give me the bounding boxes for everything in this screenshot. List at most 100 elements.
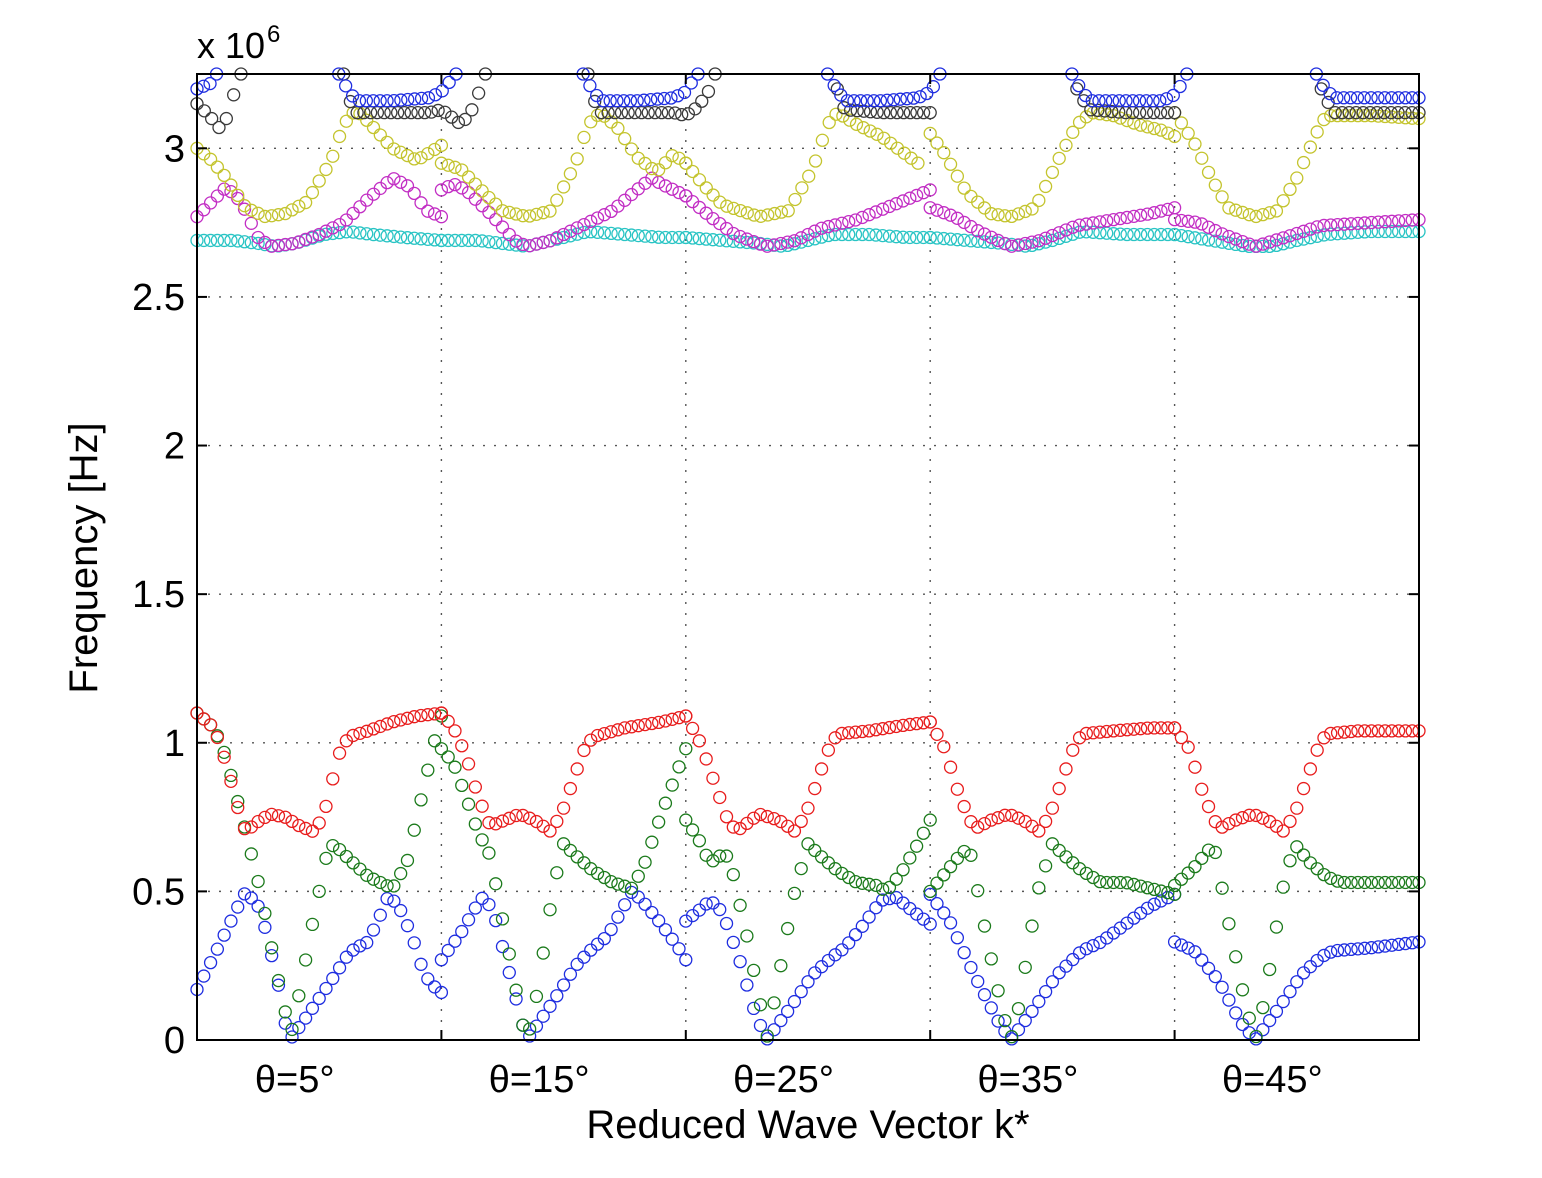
data-point [876,882,890,896]
data-point [903,105,917,120]
data-point [360,724,374,738]
data-point [896,718,910,733]
data-point [1174,228,1189,243]
data-point [1405,224,1419,239]
data-point [285,1030,299,1044]
data-point [964,848,978,862]
data-point [332,746,347,760]
data-point [1072,78,1086,93]
data-point [1005,808,1019,823]
data-point [1391,105,1405,120]
data-point [502,227,516,242]
data-point [1113,921,1127,935]
data-point [896,863,910,877]
data-point [597,226,611,240]
data-point [536,819,550,833]
data-point [1242,237,1256,251]
data-point [957,181,971,195]
data-point [353,226,367,240]
data-point [251,206,265,220]
data-point [638,156,652,171]
data-point [971,974,985,989]
data-point [648,105,662,120]
data-point [1296,781,1311,796]
data-point [1093,935,1107,950]
data-point [1384,91,1399,105]
data-point [1038,179,1053,194]
data-point [923,105,937,120]
data-point [998,808,1012,822]
data-point [516,808,530,823]
data-point [658,714,673,728]
data-point [224,914,238,928]
data-point [740,929,754,943]
data-point [1208,234,1222,248]
data-point [1093,215,1107,229]
data-point [611,121,625,135]
data-point [802,169,816,183]
data-point [909,716,924,731]
data-point [753,237,768,251]
data-point [387,229,401,244]
data-point [400,711,415,725]
data-point [1066,227,1080,241]
data-point [529,814,544,829]
data-point [787,994,802,1009]
data-point [1188,859,1202,874]
data-point [224,768,238,783]
data-point [713,233,727,247]
data-point [862,877,876,891]
data-point [387,879,401,893]
data-point [638,855,652,869]
data-point [326,221,340,235]
data-point [624,228,639,242]
data-point [1025,235,1039,249]
data-point [231,794,245,809]
data-point [604,204,618,219]
data-point [753,1018,768,1033]
data-point [588,94,602,109]
data-point [509,992,523,1006]
data-point [821,743,836,757]
data-point [1167,105,1182,120]
data-point [523,209,537,223]
data-point [1276,194,1290,208]
data-point [808,966,822,980]
data-point [394,145,408,159]
data-point [550,193,564,207]
data-point [1378,724,1392,738]
data-point [1106,227,1121,241]
data-point [434,985,449,1000]
data-point [529,237,544,251]
axis-ticks [196,74,1420,1041]
data-point [840,94,855,108]
data-point [991,1014,1005,1028]
data-point [909,188,924,203]
data-point [903,191,917,205]
data-point [869,878,883,893]
data-point [461,233,476,248]
data-point [1283,235,1297,249]
data-point [1181,866,1195,880]
data-point [991,811,1005,825]
data-point [1324,726,1338,741]
data-point [387,714,401,729]
data-point [957,233,971,247]
data-point [556,227,571,242]
data-point [543,824,557,838]
data-point [346,943,360,957]
data-point [916,105,931,120]
data-point [998,209,1012,223]
data-point [835,943,849,957]
data-point [438,105,452,119]
data-point [1099,94,1113,108]
data-point [787,234,802,248]
data-point [1364,215,1379,230]
data-point [1269,920,1284,934]
data-point [570,152,584,166]
grid-lines [197,74,1419,1040]
data-point [909,839,924,853]
data-point [414,708,428,723]
data-point [747,208,761,222]
data-point [1296,224,1311,238]
